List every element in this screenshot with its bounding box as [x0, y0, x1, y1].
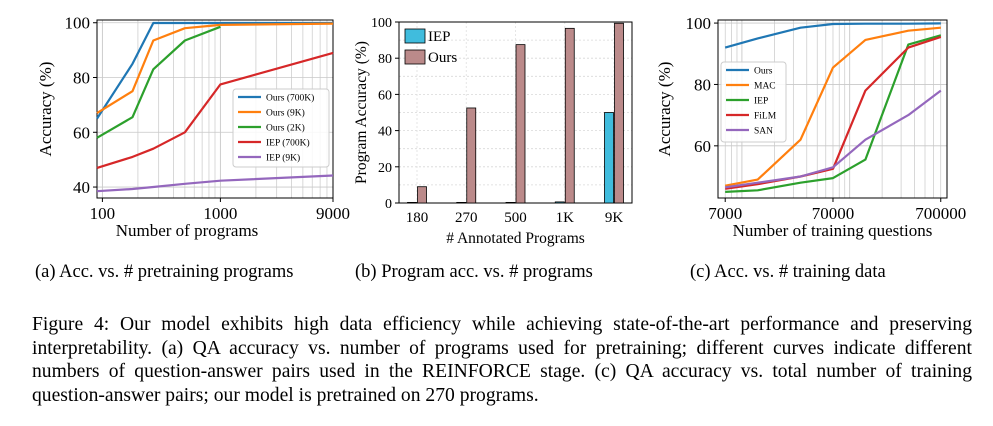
chart2-series-5-line [725, 89, 942, 189]
chart0-legend-label: Ours (9K) [266, 108, 305, 119]
chart1-ytick-label: 20 [378, 161, 392, 176]
subcaption-a: (a) Acc. vs. # pretraining programs [35, 262, 294, 282]
chart0-legend-label: IEP (700K) [266, 138, 310, 149]
chart0-xtick-label: 1000 [203, 204, 237, 223]
chart1-ytick-label: 100 [371, 16, 392, 31]
chart1-bar-ours-9K [614, 22, 624, 204]
chart1-bar-ours-500 [515, 44, 526, 204]
chart0-series-1-line [96, 21, 333, 120]
chart2-series-1-line [724, 22, 941, 49]
chart1-legend-label: Ours [428, 50, 457, 66]
subcaption-b: (b) Program acc. vs. # programs [355, 262, 593, 282]
chart2-xtick-label: 7000 [708, 204, 742, 223]
caption-text: Figure 4: Our model exhibits high data e… [32, 314, 972, 406]
chart0-xlabel: Number of programs [116, 221, 259, 240]
chart1-ylabel: Program Accuracy (%) [353, 41, 370, 184]
chart1-legend-label: IEP [428, 29, 451, 45]
chart1-axes [398, 21, 633, 204]
chart1-bar-iep-9K [604, 112, 614, 204]
chart2-xtick-label: 700000 [915, 204, 966, 223]
chart0-xtick-label: 100 [90, 204, 116, 223]
chart0-ytick-label: 100 [65, 14, 91, 33]
chart2-legend-box [720, 61, 787, 143]
chart2-legend-label: Ours [754, 67, 773, 77]
chart1-xtick-label: 180 [406, 210, 429, 226]
chart2-legend-label: SAN [754, 127, 773, 137]
chart0-series-4-line [96, 51, 334, 169]
chart2-xlabel: Number of training questions [733, 221, 933, 240]
chart1-bar-ours-270 [466, 107, 477, 204]
chart0-ylabel: Accuracy (%) [36, 62, 55, 157]
chart2-ytick-label: 80 [694, 75, 711, 94]
chart1-xlabel: # Annotated Programs [446, 230, 585, 247]
chart1-xtick-label: 9K [605, 210, 624, 226]
chart1-bar-iep-180 [407, 201, 417, 204]
chart0-legend-label: IEP (9K) [266, 153, 300, 164]
chart1-ytick-label: 80 [378, 52, 392, 67]
chart1-legend-swatch [404, 49, 426, 65]
chart0-legend-box [232, 88, 330, 168]
chart1-legend-swatch [404, 28, 426, 44]
chart0-xtick-label: 9000 [316, 204, 350, 223]
chart2-ytick-label: 60 [694, 137, 711, 156]
chart2-xtick-label: 70000 [812, 204, 855, 223]
chart1-bar-iep-500 [505, 201, 516, 204]
chart2-legend-label: IEP [754, 97, 768, 107]
chart1-bar-ours-1K [564, 27, 575, 204]
chart1-ytick-label: 40 [378, 125, 392, 140]
chart0-series-3-line [96, 25, 221, 139]
chart0-series-2-line [96, 22, 334, 115]
chart2-series-2-line [724, 26, 941, 187]
chart0-axes [96, 19, 334, 199]
chart1-xtick-label: 270 [455, 210, 478, 226]
subcaption-c: (c) Acc. vs. # training data [690, 262, 886, 282]
chart0-ytick-label: 60 [73, 123, 90, 142]
chart2-series-3-line [725, 34, 942, 193]
chart2-series-4-line [725, 35, 942, 190]
chart1-ytick-label: 60 [378, 88, 392, 103]
chart2-legend-label: FiLM [754, 112, 777, 122]
chart1-bar-ours-180 [417, 186, 427, 204]
chart0-series-5-line [96, 174, 334, 193]
chart2-legend-label: MAC [754, 82, 776, 92]
chart0-ytick-label: 80 [73, 69, 90, 88]
chart1-xtick-label: 1K [556, 210, 575, 226]
chart2-ytick-label: 100 [686, 14, 712, 33]
chart1-xtick-label: 500 [504, 210, 527, 226]
chart1-ytick-label: 0 [385, 197, 392, 212]
chart2-ylabel: Accuracy (%) [655, 62, 674, 157]
chart1-bar-iep-1K [554, 201, 565, 204]
figure-caption: Figure 4: Our model exhibits high data e… [32, 313, 972, 407]
chart0-legend-label: Ours (700K) [266, 93, 314, 104]
chart1-bar-iep-270 [456, 201, 467, 204]
chart0-legend-label: Ours (2K) [266, 123, 305, 134]
chart0-ytick-label: 40 [73, 178, 90, 197]
